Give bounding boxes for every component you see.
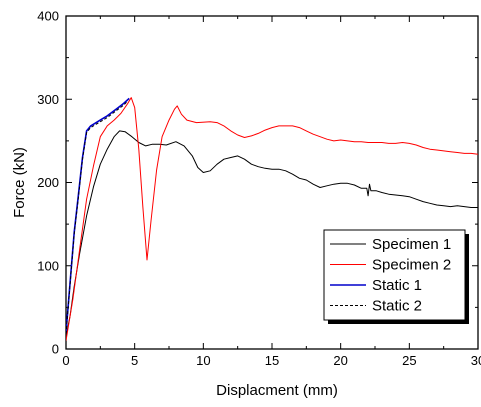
y-axis-title: Force (kN) — [11, 147, 28, 218]
y-tick-label: 100 — [37, 258, 59, 273]
x-tick-label: 5 — [131, 353, 138, 368]
legend-label: Specimen 2 — [372, 257, 451, 274]
legend-label: Static 1 — [372, 277, 422, 294]
x-tick-label: 10 — [196, 353, 210, 368]
legend-label: Static 2 — [372, 298, 422, 315]
y-tick-label: 300 — [37, 92, 59, 107]
y-tick-label: 200 — [37, 175, 59, 190]
x-tick-label: 0 — [62, 353, 69, 368]
series-lines — [66, 97, 478, 341]
x-tick-label: 25 — [402, 353, 416, 368]
legend: Specimen 1 Specimen 2 Static 1 Static 2 — [323, 229, 469, 324]
legend-label: Specimen 1 — [372, 236, 451, 253]
x-axis-title: Displacment (mm) — [216, 382, 338, 399]
series-line-specimen-2 — [66, 97, 478, 341]
series-line-static-2 — [66, 100, 129, 335]
y-tick-label: 0 — [52, 342, 59, 357]
x-tick-label: 20 — [333, 353, 347, 368]
series-line-static-1 — [66, 97, 130, 333]
x-tick-label: 15 — [265, 353, 279, 368]
y-tick-label: 400 — [37, 9, 59, 24]
x-tick-label: 30 — [471, 353, 481, 368]
series-line-specimen-1 — [66, 130, 478, 337]
